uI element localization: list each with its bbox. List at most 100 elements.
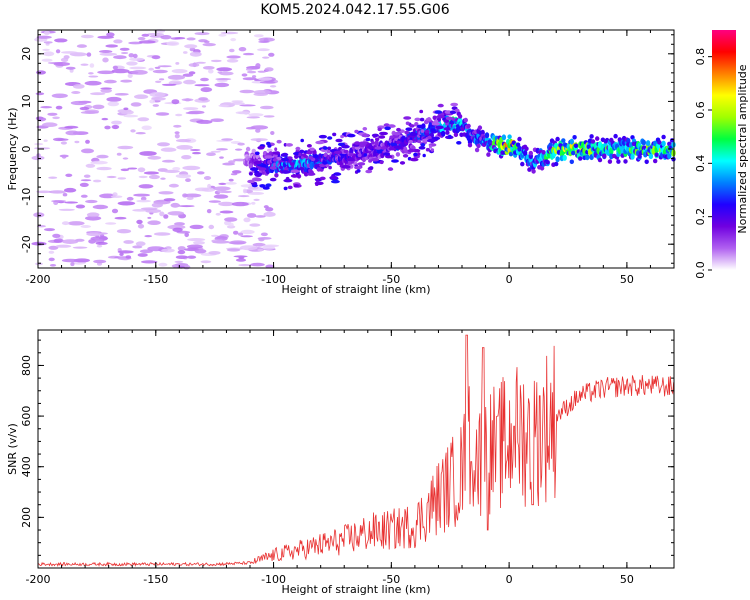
heatmap-noise-cell [67,221,85,226]
heatmap-signal-cell [306,150,313,155]
heatmap-noise-cell [153,232,171,236]
heatmap-noise-cell [252,75,257,78]
heatmap-signal-cell [253,177,262,182]
heatmap-signal-cell [554,161,559,167]
heatmap-signal-cell [413,152,418,157]
heatmap-signal-cell [266,141,271,146]
heatmap-noise-cell [203,40,210,44]
heatmap-noise-cell [181,98,194,102]
heatmap-noise-cell [258,77,273,81]
heatmap-noise-cell [112,192,118,197]
heatmap-signal-cell [248,172,253,176]
heatmap-signal-cell [403,116,412,120]
heatmap-noise-cell [80,194,88,198]
chart-title: KOM5.2024.042.17.55.G06 [260,2,449,18]
heatmap-noise-cell [201,105,207,108]
heatmap-signal-cell [335,138,343,143]
heatmap-noise-cell [200,87,213,93]
heatmap-noise-cell [228,160,236,164]
heatmap-noise-cell [197,171,205,175]
heatmap-signal-cell [609,147,614,156]
heatmap-noise-cell [240,229,255,235]
heatmap-noise-cell [105,222,117,225]
heatmap-noise-cell [237,142,245,146]
heatmap-signal-cell [430,128,436,132]
heatmap-signal-cell [327,146,332,151]
heatmap-noise-cell [174,222,185,226]
heatmap-noise-cell [186,196,194,200]
heatmap-noise-cell [48,176,58,179]
heatmap-signal-cell [434,110,443,114]
heatmap-noise-cell [111,124,120,130]
heatmap-noise-cell [247,70,257,74]
heatmap-signal-cell [387,167,394,171]
heatmap-noise-cell [130,129,136,133]
heatmap-noise-cell [51,200,67,203]
heatmap-noise-cell [200,77,209,82]
heatmap-signal-cell [285,143,293,147]
heatmap-signal-cell [395,152,401,157]
heatmap-signal-cell [424,129,430,134]
heatmap-noise-cell [229,48,235,53]
heatmap-noise-cell [137,224,145,229]
heatmap-signal-cell [637,154,642,159]
heatmap-noise-cell [107,101,120,107]
heatmap-signal-cell [298,152,302,157]
heatmap-noise-cell [163,198,176,202]
heatmap-signal-cell [373,153,377,157]
heatmap-noise-cell [175,174,192,179]
heatmap-signal-cell [346,157,355,162]
x-tick-label: -100 [261,273,286,286]
heatmap-signal-cell [365,169,373,174]
heatmap-noise-cell [131,70,148,75]
heatmap-noise-cell [168,183,179,188]
heatmap-signal-cell [341,165,351,169]
heatmap-signal-cell [247,179,255,184]
heatmap-noise-cell [178,205,195,208]
heatmap-signal-cell [257,146,265,150]
heatmap-noise-cell [194,248,207,254]
heatmap-signal-cell [463,117,468,123]
heatmap-noise-cell [158,262,168,267]
heatmap-noise-cell [148,174,160,180]
heatmap-signal-cell [368,159,373,163]
heatmap-noise-cell [53,62,71,66]
heatmap-noise-cell [114,216,127,220]
heatmap-signal-cell [341,144,350,149]
heatmap-noise-cell [55,105,63,110]
heatmap-noise-cell [241,73,248,77]
heatmap-signal-cell [445,116,453,121]
heatmap-noise-cell [43,30,51,36]
heatmap-noise-cell [100,87,113,90]
heatmap-noise-cell [233,255,248,258]
heatmap-noise-cell [122,157,129,160]
heatmap-signal-cell [348,152,354,157]
heatmap-noise-cell [190,149,201,151]
heatmap-noise-cell [159,211,165,217]
heatmap-noise-cell [132,245,143,249]
heatmap-noise-cell [64,201,78,204]
heatmap-noise-cell [42,51,55,57]
heatmap-noise-cell [112,65,118,70]
heatmap-noise-cell [100,88,112,93]
heatmap-signal-cell [309,147,315,152]
heatmap-noise-cell [154,66,161,69]
heatmap-noise-cell [135,209,145,212]
heatmap-noise-cell [137,37,146,41]
heatmap-noise-cell [175,113,183,117]
heatmap-noise-cell [129,57,145,61]
heatmap-noise-cell [186,244,203,249]
heatmap-signal-cell [437,132,441,137]
heatmap-signal-cell [333,172,342,176]
heatmap-signal-cell [407,148,415,153]
heatmap-signal-cell [379,131,388,136]
heatmap-noise-cell [62,239,79,245]
heatmap-signal-cell [441,130,446,137]
heatmap-noise-cell [104,125,111,130]
heatmap-signal-cell [272,158,278,162]
heatmap-noise-cell [172,227,183,232]
snr-y-axis-label: SNR (v/v) [6,423,19,475]
heatmap-noise-cell [140,207,158,211]
heatmap-noise-cell [57,138,69,141]
heatmap-noise-cell [74,140,80,144]
